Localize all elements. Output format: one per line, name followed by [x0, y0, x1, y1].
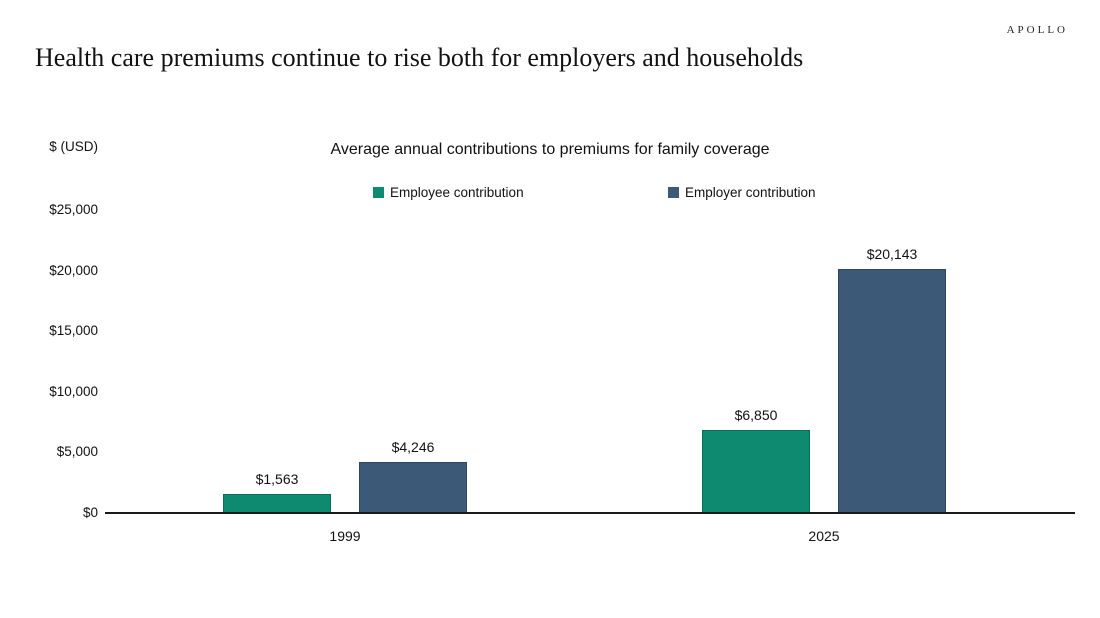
bar-value-label: $4,246 — [391, 438, 435, 455]
legend-label: Employer contribution — [685, 184, 816, 200]
legend-swatch-icon — [668, 186, 679, 198]
bar-value-label: $6,850 — [734, 406, 778, 423]
x-axis-line — [105, 512, 1075, 514]
bar-value-label: $20,143 — [866, 245, 918, 262]
y-tick-label: $10,000 — [49, 383, 98, 399]
bar-value-label: $1,563 — [255, 471, 299, 488]
bar — [223, 494, 331, 513]
y-tick-label: $5,000 — [56, 444, 98, 460]
legend-item: Employer contribution — [668, 183, 816, 201]
legend-item: Employee contribution — [373, 183, 524, 201]
y-tick-label: $15,000 — [49, 323, 98, 339]
y-tick-label: $0 — [82, 505, 98, 520]
bar — [359, 461, 467, 513]
y-axis-unit-label: $ (USD) — [49, 139, 98, 154]
x-axis-category-label: 1999 — [329, 528, 361, 544]
legend-swatch-icon — [373, 186, 384, 198]
legend-label: Employee contribution — [390, 184, 524, 200]
x-axis-category-label: 2025 — [808, 528, 840, 544]
page-title: Health care premiums continue to rise bo… — [35, 43, 804, 72]
chart-title: Average annual contributions to premiums… — [330, 141, 770, 158]
y-tick-label: $20,000 — [49, 262, 98, 278]
bar — [702, 429, 810, 513]
apollo-logo: APOLLO — [1006, 24, 1068, 36]
bar — [838, 268, 946, 513]
y-tick-label: $25,000 — [49, 202, 98, 217]
